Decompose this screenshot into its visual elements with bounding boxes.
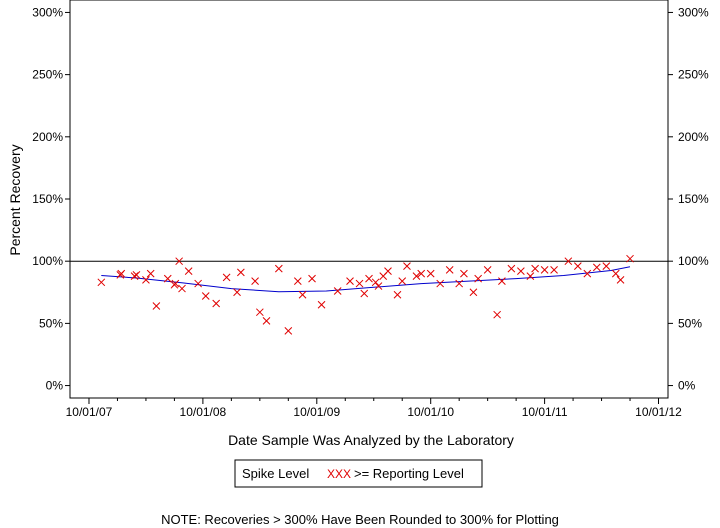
y-tick-label-left: 100% [32, 254, 63, 268]
data-point [507, 264, 516, 273]
data-point [97, 278, 106, 287]
y-tick-label-right: 300% [678, 5, 709, 19]
y-tick-label-left: 300% [32, 5, 63, 19]
data-point [398, 277, 407, 285]
data-point [611, 269, 620, 278]
data-point [371, 278, 380, 287]
trend-line [101, 266, 631, 293]
data-point [517, 267, 525, 275]
data-point [333, 287, 342, 295]
data-point [626, 254, 634, 263]
data-point [255, 308, 264, 317]
x-tick-label: 10/01/10 [407, 405, 454, 419]
legend-marker-x: XXX [327, 467, 351, 481]
data-point [573, 262, 582, 271]
data-point [616, 275, 625, 284]
data-point [374, 282, 383, 290]
y-tick-label-right: 0% [678, 379, 696, 393]
data-point [550, 266, 558, 274]
data-point [262, 317, 271, 325]
x-tick-label: 10/01/08 [180, 405, 227, 419]
data-point [117, 269, 126, 278]
data-point [412, 272, 421, 280]
y-tick-label-left: 50% [39, 316, 63, 330]
x-axis: 10/01/07 10/01/08 10/01/09 10/01/10 10/01/11… [66, 398, 682, 419]
data-point [602, 262, 611, 271]
data-point [592, 263, 601, 272]
data-point [132, 271, 141, 279]
data-point [152, 302, 161, 310]
data-point [583, 269, 592, 278]
data-point [531, 264, 539, 273]
data-point [194, 279, 202, 288]
data-point [526, 272, 535, 280]
data-point [212, 299, 221, 308]
data-point [163, 274, 172, 283]
legend-label-reporting-level: >= Reporting Level [354, 466, 464, 481]
data-point [393, 290, 402, 299]
data-point [436, 279, 445, 288]
data-point [498, 277, 506, 285]
data-point [175, 257, 184, 266]
data-point [251, 277, 259, 285]
legend: Spike Level XXX >= Reporting Level [234, 459, 483, 488]
legend-box [234, 459, 483, 488]
data-point [540, 266, 549, 274]
data-points [97, 254, 634, 335]
x-tick-label: 10/01/07 [66, 405, 113, 419]
y-tick-label-left: 250% [32, 68, 63, 82]
data-point [460, 269, 468, 278]
y-axis-left: 0% 50% 100% 150% 200% 250% 300% [32, 5, 70, 393]
data-point [146, 269, 155, 278]
y-tick-label-right: 150% [678, 192, 709, 206]
data-point [417, 269, 426, 278]
data-point [308, 274, 316, 283]
legend-label-spike-level: Spike Level [242, 466, 309, 481]
y-tick-label-left: 150% [32, 192, 63, 206]
y-tick-label-right: 250% [678, 68, 709, 82]
data-point [293, 277, 302, 285]
data-point [284, 326, 293, 335]
plot-frame [69, 0, 669, 399]
x-axis-title: Date Sample Was Analyzed by the Laborato… [228, 432, 514, 448]
data-point [222, 273, 231, 282]
y-tick-label-right: 100% [678, 254, 709, 268]
y-axis-right: 0% 50% 100% 150% 200% 250% 300% [668, 5, 709, 393]
data-point [403, 262, 411, 271]
y-tick-label-left: 0% [46, 379, 64, 393]
data-point [355, 279, 364, 288]
y-tick-label-left: 200% [32, 130, 63, 144]
data-point [317, 300, 326, 309]
data-point [274, 264, 283, 273]
data-point [171, 279, 180, 288]
data-point [455, 279, 464, 288]
data-point [384, 267, 392, 275]
data-point [233, 288, 241, 297]
y-tick-label-right: 200% [678, 130, 709, 144]
data-point [474, 274, 483, 283]
data-point [201, 292, 210, 300]
data-point [469, 288, 478, 297]
x-tick-label: 10/01/11 [522, 405, 568, 419]
data-point [426, 269, 435, 278]
data-point [360, 289, 369, 298]
data-point [142, 275, 150, 284]
data-point [365, 274, 373, 283]
data-point [184, 267, 193, 275]
data-point [346, 277, 354, 285]
data-point [237, 268, 245, 277]
data-point [445, 266, 454, 274]
y-axis-title: Percent Recovery [7, 144, 23, 255]
x-tick-label: 10/01/09 [293, 405, 340, 419]
footnote: NOTE: Recoveries > 300% Have Been Rounde… [161, 512, 559, 527]
data-point [178, 284, 186, 293]
data-point [483, 266, 492, 274]
y-tick-label-right: 50% [678, 316, 702, 330]
x-tick-label: 10/01/12 [635, 405, 682, 419]
data-point [493, 310, 501, 319]
data-point [564, 257, 573, 266]
data-point [298, 290, 307, 299]
